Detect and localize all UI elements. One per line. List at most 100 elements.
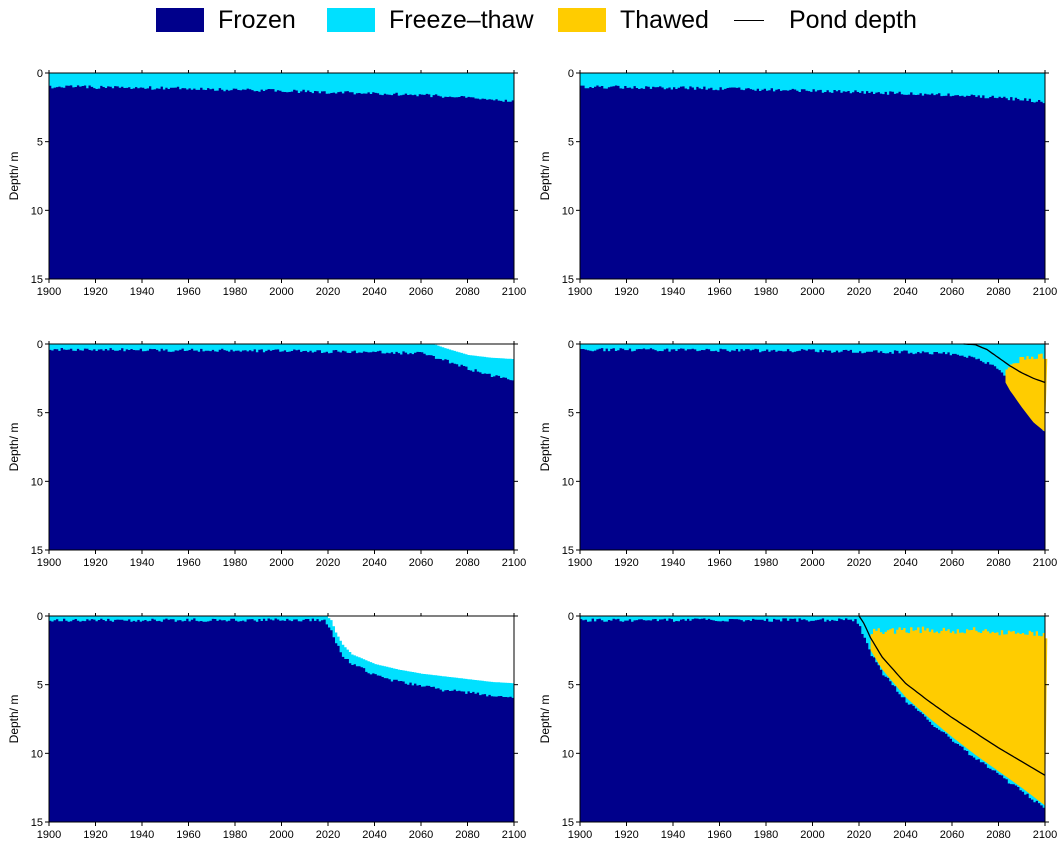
y-axis-label: Depth/ m — [7, 152, 21, 201]
x-tick-label: 2020 — [316, 829, 340, 841]
x-tick-label: 1940 — [130, 286, 154, 298]
x-tick-label: 1960 — [176, 286, 200, 298]
legend-item-pond-depth: Pond depth — [734, 5, 917, 35]
x-tick-label: 1940 — [661, 286, 685, 298]
x-tick-label: 1980 — [223, 557, 247, 569]
x-tick-label: 2080 — [986, 829, 1010, 841]
y-tick-label: 15 — [562, 274, 574, 286]
pond-void-area — [49, 344, 514, 359]
legend-item-frozen: Frozen — [156, 5, 296, 35]
y-axis-label: Depth/ m — [7, 423, 21, 472]
x-tick-label: 2060 — [409, 829, 433, 841]
legend-item-freeze-thaw: Freeze–thaw — [327, 5, 534, 35]
x-tick-label: 1940 — [661, 829, 685, 841]
x-tick-label: 2020 — [316, 557, 340, 569]
x-tick-label: 2020 — [847, 557, 871, 569]
y-tick-label: 5 — [37, 408, 43, 420]
y-tick-label: 0 — [568, 611, 574, 623]
x-tick-label: 1920 — [614, 829, 638, 841]
x-tick-label: 2060 — [940, 829, 964, 841]
x-tick-label: 1920 — [83, 829, 107, 841]
frozen-area — [49, 73, 514, 279]
x-tick-label: 1980 — [223, 829, 247, 841]
x-tick-label: 2040 — [893, 829, 917, 841]
frozen-area — [49, 344, 514, 550]
legend-label-pond-depth: Pond depth — [789, 5, 917, 34]
y-tick-label: 15 — [31, 545, 43, 557]
freeze-thaw-area — [580, 344, 1045, 431]
y-tick-label: 5 — [37, 680, 43, 692]
x-tick-label: 2000 — [269, 829, 293, 841]
x-tick-label: 2100 — [1033, 557, 1057, 569]
x-tick-label: 1940 — [130, 557, 154, 569]
pond-void-area — [49, 616, 514, 684]
y-tick-label: 15 — [31, 274, 43, 286]
chart-panel-5: 1900 1920 1940 1960 1980 2000 2020 2040 2060 2080… — [7, 611, 526, 841]
x-tick-label: 2040 — [362, 286, 386, 298]
x-tick-label: 2100 — [1033, 286, 1057, 298]
thawed-area — [870, 626, 1048, 806]
x-tick-label: 2000 — [269, 286, 293, 298]
pond-depth-line-swatch — [734, 19, 764, 21]
y-tick-label: 5 — [568, 680, 574, 692]
y-tick-label: 15 — [562, 817, 574, 829]
x-tick-label: 1960 — [707, 557, 731, 569]
x-tick-label: 1960 — [707, 286, 731, 298]
y-axis-label: Depth/ m — [538, 695, 552, 744]
freeze-thaw-swatch — [327, 8, 375, 32]
x-tick-label: 1920 — [614, 557, 638, 569]
x-tick-label: 1940 — [130, 829, 154, 841]
thawed-area — [1005, 353, 1048, 432]
x-tick-label: 2020 — [847, 829, 871, 841]
x-tick-label: 1980 — [754, 829, 778, 841]
freeze-thaw-area — [49, 73, 514, 102]
x-tick-label: 1900 — [37, 829, 61, 841]
y-tick-label: 10 — [562, 476, 574, 488]
y-tick-label: 5 — [568, 408, 574, 420]
x-tick-label: 2100 — [502, 286, 526, 298]
x-tick-label: 1900 — [568, 286, 592, 298]
chart-panel-6: 1900 1920 1940 1960 1980 2000 2020 2040 2060 2080… — [538, 611, 1057, 841]
x-tick-label: 1920 — [614, 286, 638, 298]
x-tick-label: 2000 — [269, 557, 293, 569]
x-tick-label: 2080 — [455, 286, 479, 298]
x-tick-label: 2060 — [940, 557, 964, 569]
y-tick-label: 15 — [31, 817, 43, 829]
x-tick-label: 2020 — [316, 286, 340, 298]
freeze-thaw-area — [580, 73, 1045, 104]
x-tick-label: 2100 — [502, 557, 526, 569]
x-tick-label: 1920 — [83, 286, 107, 298]
x-tick-label: 2080 — [986, 557, 1010, 569]
x-tick-label: 2000 — [800, 829, 824, 841]
y-tick-label: 0 — [37, 339, 43, 351]
x-tick-label: 1980 — [754, 286, 778, 298]
x-tick-label: 1980 — [223, 286, 247, 298]
x-tick-label: 1900 — [37, 286, 61, 298]
x-tick-label: 1900 — [568, 829, 592, 841]
x-tick-label: 2020 — [847, 286, 871, 298]
chart-panel-2: 1900 1920 1940 1960 1980 2000 2020 2040 2060 2080… — [538, 68, 1057, 298]
y-tick-label: 0 — [37, 611, 43, 623]
x-tick-label: 2000 — [800, 286, 824, 298]
x-tick-label: 1960 — [707, 829, 731, 841]
legend-label-freeze-thaw: Freeze–thaw — [389, 5, 534, 34]
x-tick-label: 1980 — [754, 557, 778, 569]
y-tick-label: 0 — [568, 68, 574, 80]
x-tick-label: 2080 — [455, 557, 479, 569]
x-tick-label: 1960 — [176, 829, 200, 841]
x-tick-label: 2040 — [362, 557, 386, 569]
y-axis-label: Depth/ m — [538, 423, 552, 472]
x-tick-label: 2060 — [940, 286, 964, 298]
x-tick-label: 2080 — [455, 829, 479, 841]
frozen-area — [580, 73, 1045, 279]
legend-label-frozen: Frozen — [218, 5, 296, 34]
y-tick-label: 5 — [37, 137, 43, 149]
y-tick-label: 0 — [37, 68, 43, 80]
x-tick-label: 1900 — [568, 557, 592, 569]
x-tick-label: 2100 — [1033, 829, 1057, 841]
thawed-swatch — [558, 8, 606, 32]
legend-label-thawed: Thawed — [620, 5, 709, 34]
y-tick-label: 10 — [31, 748, 43, 760]
y-tick-label: 15 — [562, 545, 574, 557]
